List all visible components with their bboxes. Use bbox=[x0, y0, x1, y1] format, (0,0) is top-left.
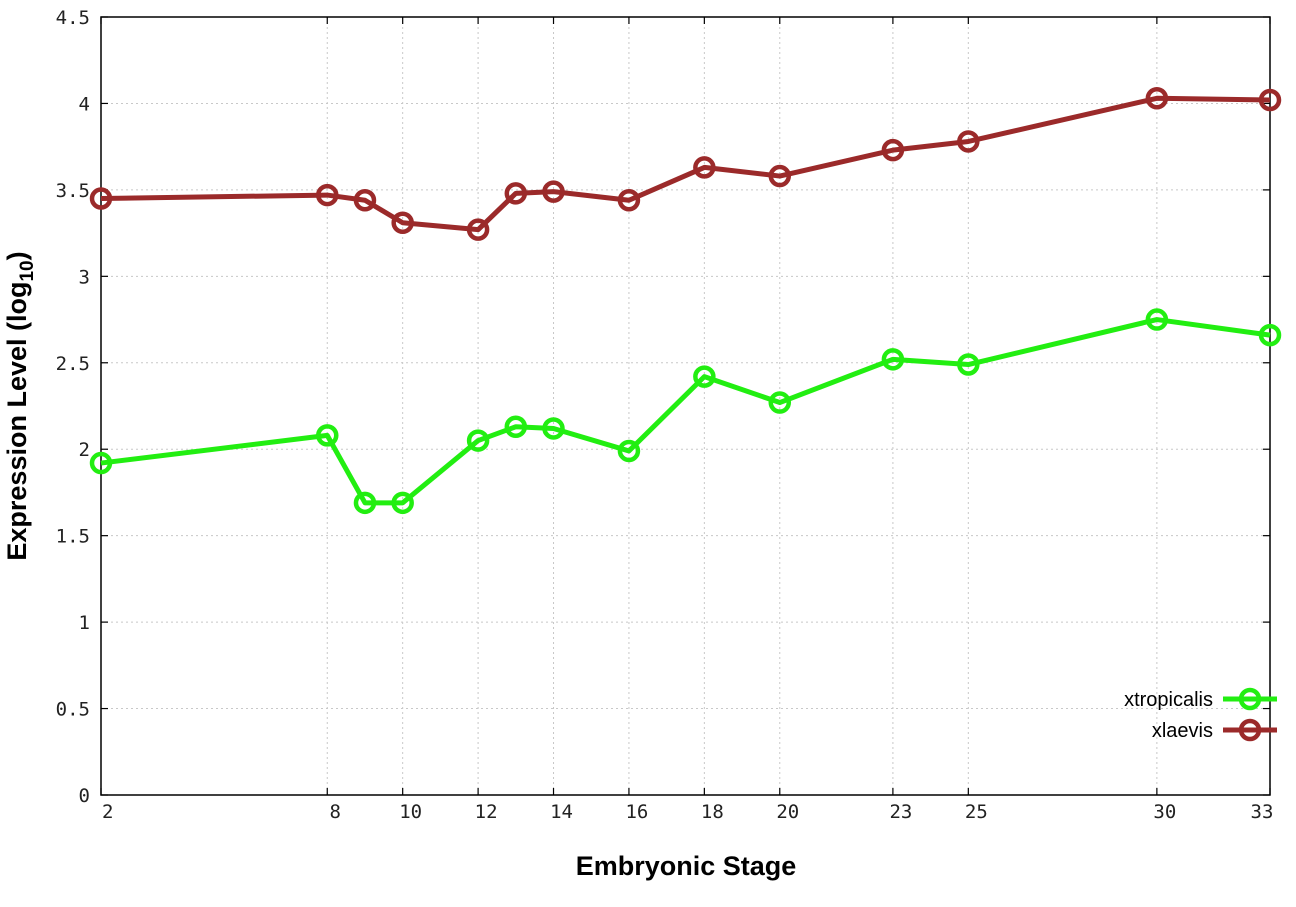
x-axis-title: Embryonic Stage bbox=[576, 851, 797, 881]
grid bbox=[101, 17, 1270, 795]
y-axis-title-main: Expression Level (log bbox=[2, 282, 32, 561]
legend-swatch-marker bbox=[1238, 718, 1262, 742]
data-point-xlaevis bbox=[391, 211, 414, 234]
data-point-xlaevis bbox=[1258, 88, 1282, 112]
data-point-xtropicalis bbox=[89, 451, 113, 475]
data-point-xlaevis bbox=[881, 138, 905, 162]
data-point-xtropicalis bbox=[391, 491, 414, 515]
data-point-xtropicalis bbox=[1258, 323, 1282, 347]
y-axis-title-close: ) bbox=[2, 251, 32, 260]
series-xtropicalis bbox=[89, 308, 1282, 515]
series-line-xtropicalis bbox=[100, 317, 1271, 506]
data-point-xlaevis bbox=[504, 182, 528, 205]
x-tick-label: 33 bbox=[1251, 801, 1274, 823]
legend-label: xlaevis bbox=[1152, 720, 1213, 742]
x-tick-label: 18 bbox=[701, 801, 724, 823]
x-tick-label: 16 bbox=[625, 801, 648, 823]
y-tick-label: 3 bbox=[79, 266, 90, 288]
series-lines bbox=[89, 87, 1282, 515]
axis-ticks: 0 0.5 1 1.5 2 2.5 3 3.5 4 4.5 2 8 10 12 14 16 18 20 23 25 30… bbox=[56, 7, 1274, 823]
data-point-xlaevis bbox=[693, 156, 716, 179]
y-tick-label: 1.5 bbox=[56, 526, 90, 548]
data-point-xlaevis bbox=[617, 189, 641, 212]
data-point-xtropicalis bbox=[353, 491, 377, 515]
data-point-xlaevis bbox=[353, 189, 377, 212]
y-tick-label: 4.5 bbox=[56, 7, 90, 29]
y-tick-label: 3.5 bbox=[56, 180, 90, 202]
x-tick-label: 14 bbox=[550, 801, 573, 823]
data-point-xlaevis bbox=[1145, 87, 1169, 110]
data-point-xtropicalis bbox=[957, 353, 980, 376]
x-tick-label: 20 bbox=[776, 801, 799, 823]
x-tick-label: 12 bbox=[475, 801, 498, 823]
data-point-xtropicalis bbox=[316, 424, 339, 447]
data-point-xtropicalis bbox=[617, 439, 641, 463]
y-tick-label: 4 bbox=[79, 93, 90, 115]
x-tick-label: 10 bbox=[399, 801, 422, 823]
series-xlaevis bbox=[89, 87, 1282, 241]
series-line-xlaevis bbox=[100, 95, 1271, 233]
x-tick-label: 25 bbox=[965, 801, 988, 823]
data-point-xtropicalis bbox=[881, 348, 905, 371]
x-tick-label: 23 bbox=[889, 801, 912, 823]
data-point-xlaevis bbox=[957, 130, 980, 153]
plot-frame bbox=[100, 16, 1271, 796]
y-tick-label: 2.5 bbox=[56, 353, 90, 375]
data-point-xtropicalis bbox=[542, 417, 565, 440]
legend-swatch-marker bbox=[1238, 687, 1262, 711]
y-tick-label: 1 bbox=[79, 612, 90, 634]
data-point-xlaevis bbox=[542, 180, 565, 203]
data-point-xlaevis bbox=[89, 187, 113, 210]
x-tick-label: 8 bbox=[330, 801, 341, 823]
data-point-xtropicalis bbox=[768, 391, 792, 414]
data-point-xtropicalis bbox=[693, 365, 716, 388]
y-tick-label: 0.5 bbox=[56, 699, 90, 721]
data-point-xlaevis bbox=[768, 164, 792, 188]
data-point-xtropicalis bbox=[466, 429, 490, 452]
y-axis-title-subscript: 10 bbox=[17, 260, 38, 281]
x-tick-label: 2 bbox=[102, 801, 113, 823]
y-tick-label: 2 bbox=[79, 439, 90, 461]
legend-label: xtropicalis bbox=[1124, 689, 1213, 711]
x-tick-label: 30 bbox=[1153, 801, 1176, 823]
y-axis-title: Expression Level (log10) bbox=[2, 251, 38, 560]
data-point-xtropicalis bbox=[504, 415, 528, 438]
data-point-xlaevis bbox=[316, 183, 339, 207]
legend: xtropicalis xlaevis bbox=[1124, 687, 1277, 742]
y-tick-label: 0 bbox=[79, 785, 90, 807]
data-point-xlaevis bbox=[466, 218, 490, 241]
data-point-xtropicalis bbox=[1145, 308, 1169, 331]
